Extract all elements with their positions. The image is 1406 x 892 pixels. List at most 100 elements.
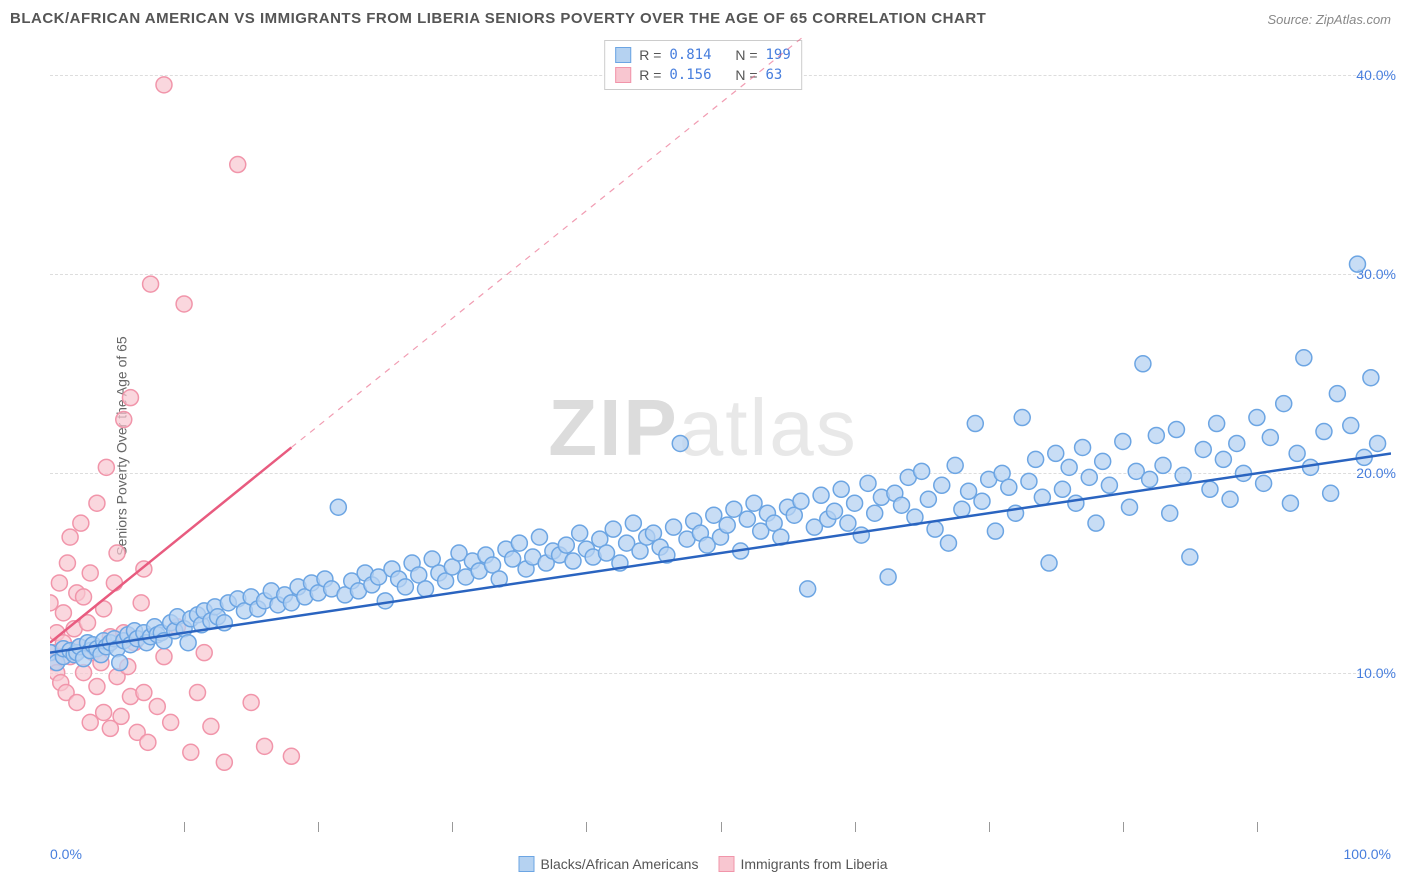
pink-series-point	[143, 276, 159, 292]
pink-series-point	[283, 748, 299, 764]
blue-series-point	[1276, 396, 1292, 412]
blue-series-point	[1034, 489, 1050, 505]
pink-series-point	[136, 685, 152, 701]
blue-series-point	[1249, 410, 1265, 426]
blue-series-point	[330, 499, 346, 515]
blue-series-point	[1195, 441, 1211, 457]
pink-series-point	[73, 515, 89, 531]
blue-series-point	[1041, 555, 1057, 571]
blue-series-point	[1054, 481, 1070, 497]
pink-series-point	[76, 589, 92, 605]
blue-series-point	[1289, 445, 1305, 461]
legend-bottom-item: Immigrants from Liberia	[718, 856, 887, 872]
blue-series-point	[920, 491, 936, 507]
blue-series-point	[605, 521, 621, 537]
blue-series-point	[934, 477, 950, 493]
blue-series-point	[572, 525, 588, 541]
pink-series-point	[176, 296, 192, 312]
blue-series-point	[112, 655, 128, 671]
blue-series-point	[914, 463, 930, 479]
pink-series-point	[257, 738, 273, 754]
blue-series-point	[719, 517, 735, 533]
blue-series-point	[987, 523, 1003, 539]
blue-series-point	[1175, 467, 1191, 483]
pink-series-point	[156, 649, 172, 665]
blue-series-point	[531, 529, 547, 545]
blue-series-point	[1282, 495, 1298, 511]
blue-series-point	[974, 493, 990, 509]
x-tick-label: 100.0%	[1344, 846, 1391, 862]
blue-series-point	[511, 535, 527, 551]
blue-series-point	[800, 581, 816, 597]
blue-series-point	[746, 495, 762, 511]
blue-series-point	[894, 497, 910, 513]
blue-series-point	[397, 579, 413, 595]
blue-series-point	[1162, 505, 1178, 521]
pink-series-point	[69, 694, 85, 710]
blue-series-point	[1262, 429, 1278, 445]
blue-series-point	[853, 527, 869, 543]
blue-series-point	[1088, 515, 1104, 531]
pink-series-point	[96, 704, 112, 720]
blue-series-point	[1316, 424, 1332, 440]
blue-series-point	[1222, 491, 1238, 507]
blue-series-point	[1215, 451, 1231, 467]
pink-series-point	[59, 555, 75, 571]
blue-series-point	[867, 505, 883, 521]
pink-series-point	[116, 412, 132, 428]
blue-series-point	[967, 416, 983, 432]
scatter-plot	[50, 35, 1391, 832]
blue-series-point	[947, 457, 963, 473]
blue-series-point	[1182, 549, 1198, 565]
blue-series-point	[880, 569, 896, 585]
blue-series-point	[1343, 418, 1359, 434]
pink-series-point	[62, 529, 78, 545]
pink-series-point	[133, 595, 149, 611]
legend-bottom-item: Blacks/African Americans	[519, 856, 699, 872]
pink-series-point	[140, 734, 156, 750]
blue-series-point	[565, 553, 581, 569]
blue-series-point	[813, 487, 829, 503]
pink-series-point	[230, 157, 246, 173]
blue-series-point	[1122, 499, 1138, 515]
blue-series-point	[1075, 439, 1091, 455]
pink-series-point	[82, 565, 98, 581]
pink-series-point	[51, 575, 67, 591]
blue-series-point	[940, 535, 956, 551]
blue-series-point	[1048, 445, 1064, 461]
blue-series-point	[1155, 457, 1171, 473]
blue-series-point	[954, 501, 970, 517]
pink-series-point	[216, 754, 232, 770]
blue-series-point	[1028, 451, 1044, 467]
blue-series-point	[1081, 469, 1097, 485]
x-tick-label: 0.0%	[50, 846, 82, 862]
blue-series-point	[1095, 453, 1111, 469]
blue-series-point	[1135, 356, 1151, 372]
blue-series-point	[1296, 350, 1312, 366]
blue-series-point	[706, 507, 722, 523]
blue-series-point	[961, 483, 977, 499]
blue-series-point	[1014, 410, 1030, 426]
blue-series-point	[1168, 422, 1184, 438]
pink-series-point	[98, 459, 114, 475]
blue-series-point	[599, 545, 615, 561]
pink-series-point	[243, 694, 259, 710]
blue-series-point	[739, 511, 755, 527]
blue-series-point	[1101, 477, 1117, 493]
pink-series-point	[109, 545, 125, 561]
blue-series-point	[1256, 475, 1272, 491]
legend-swatch	[718, 856, 734, 872]
pink-series-point	[163, 714, 179, 730]
blue-series-point	[1229, 435, 1245, 451]
legend-swatch	[519, 856, 535, 872]
pink-series-point	[82, 714, 98, 730]
pink-series-trendline-extrapolated	[291, 35, 1029, 447]
blue-series-point	[840, 515, 856, 531]
blue-series-point	[625, 515, 641, 531]
blue-series-point	[1202, 481, 1218, 497]
chart-title: BLACK/AFRICAN AMERICAN VS IMMIGRANTS FRO…	[10, 10, 986, 27]
pink-series-point	[89, 495, 105, 511]
blue-series-point	[726, 501, 742, 517]
blue-series-point	[847, 495, 863, 511]
blue-series-point	[558, 537, 574, 553]
